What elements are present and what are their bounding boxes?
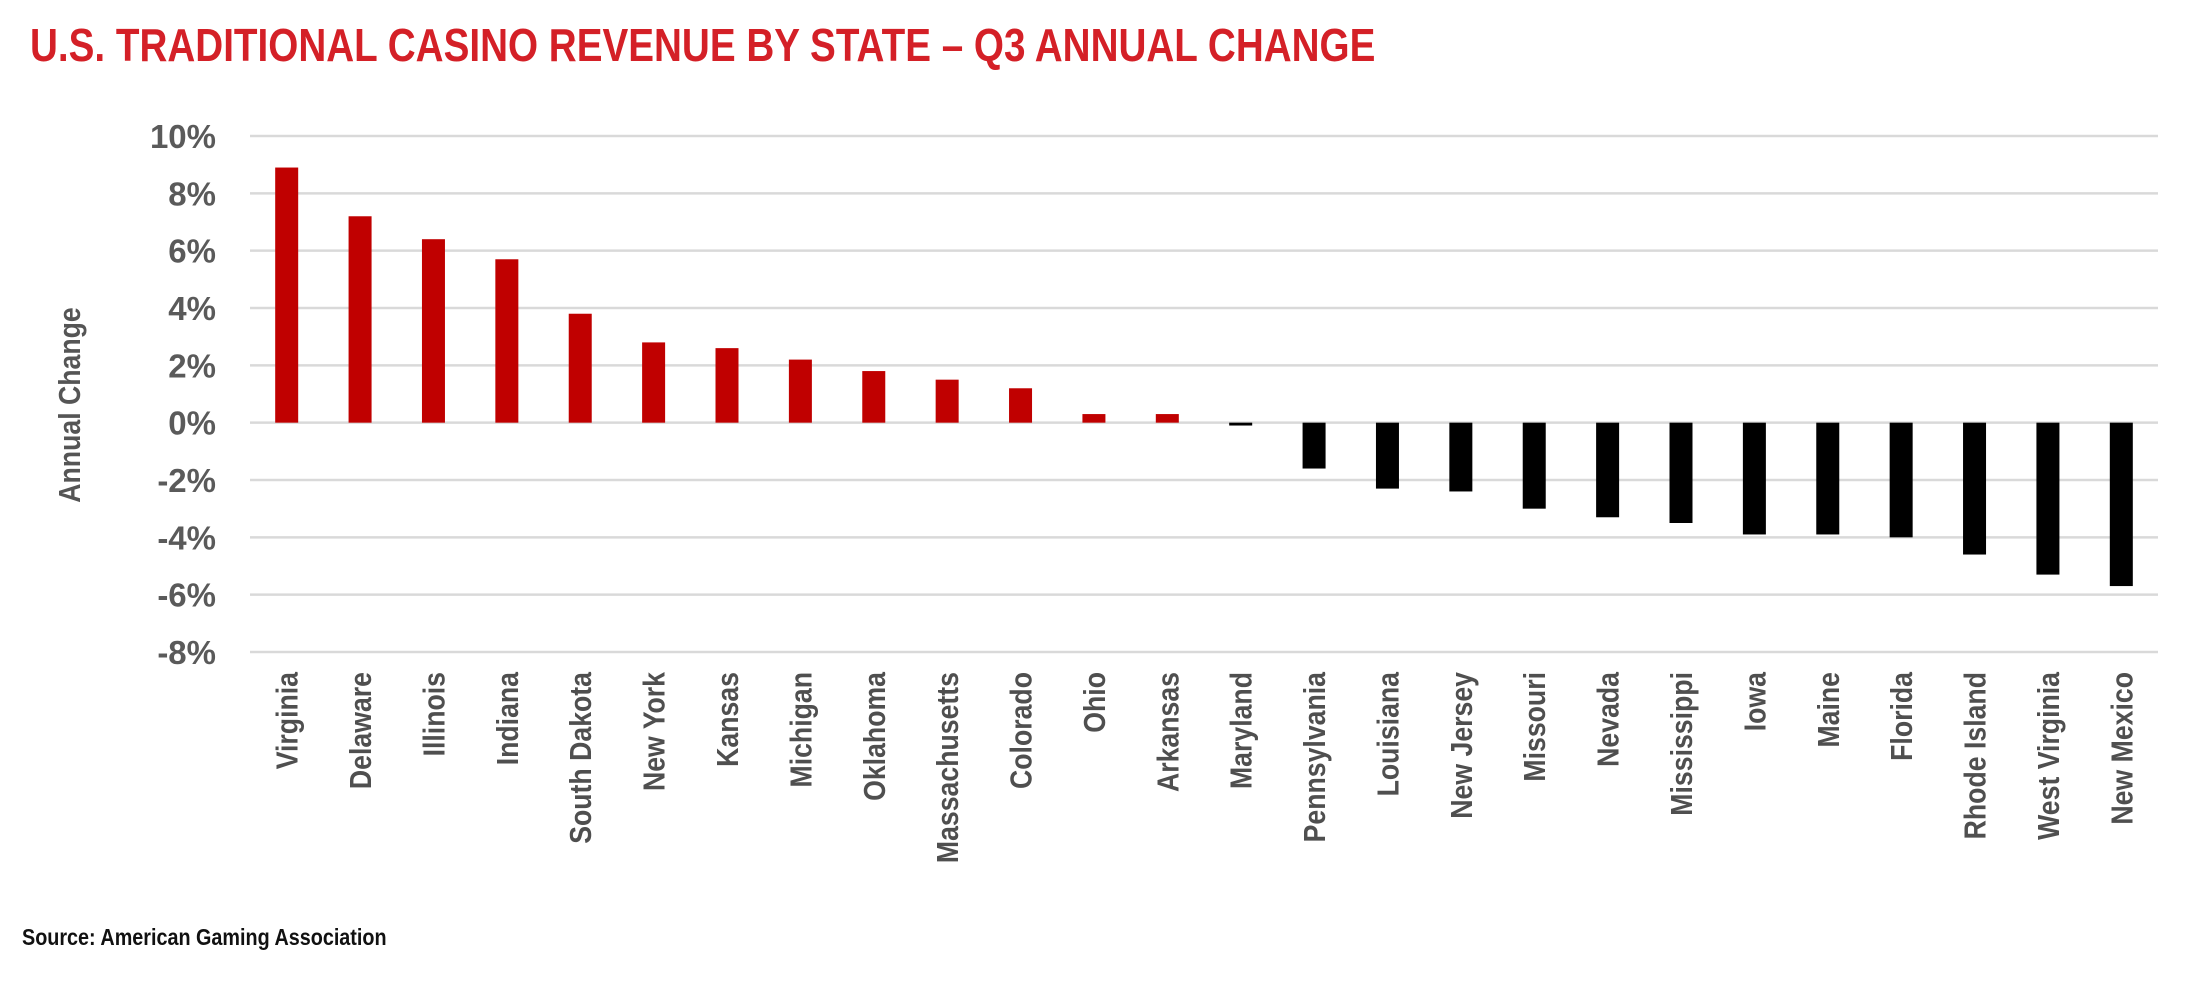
y-tick-label: -2%	[157, 462, 216, 499]
x-tick-label: New York	[638, 671, 672, 791]
x-tick-label: Oklahoma	[858, 671, 892, 801]
x-tick-label: Rhode Island	[1959, 672, 1993, 839]
bar-florida	[1889, 422, 1913, 538]
x-tick-label: Maine	[1812, 672, 1846, 748]
y-tick-label: 8%	[168, 175, 216, 212]
x-tick-label: Colorado	[1005, 672, 1039, 789]
y-tick-label: 2%	[168, 347, 216, 384]
bar-oklahoma	[862, 371, 886, 423]
x-tick-label: Arkansas	[1152, 672, 1186, 792]
bars	[275, 167, 2133, 587]
x-tick-label: South Dakota	[564, 671, 598, 844]
y-tick-label: 10%	[150, 118, 216, 155]
bar-iowa	[1742, 422, 1766, 535]
chart-title: U.S. TRADITIONAL CASINO REVENUE BY STATE…	[30, 19, 1376, 71]
x-tick-label: Nevada	[1592, 671, 1626, 767]
x-tick-label: Ohio	[1078, 672, 1112, 733]
source-note: Source: American Gaming Association	[22, 924, 387, 950]
bar-maryland	[1229, 422, 1253, 426]
x-tick-label: Kansas	[711, 672, 745, 767]
bar-nevada	[1596, 422, 1620, 518]
bar-south-dakota	[568, 313, 592, 423]
x-tick-label: Florida	[1885, 671, 1919, 761]
bar-new-jersey	[1449, 422, 1473, 492]
x-tick-label: Michigan	[785, 672, 819, 788]
x-tick-label: Pennsylvania	[1298, 671, 1332, 842]
x-tick-label: New Mexico	[2106, 672, 2140, 825]
bar-pennsylvania	[1302, 422, 1326, 469]
y-axis-ticks: 10% 8% 6% 4% 2% 0% -2% -4% -6% -8%	[150, 118, 216, 671]
x-tick-label: Mississippi	[1665, 672, 1699, 816]
x-tick-label: Missouri	[1518, 672, 1552, 782]
x-tick-label: Indiana	[491, 671, 525, 765]
bar-mississippi	[1669, 422, 1693, 523]
bar-ohio	[1082, 414, 1106, 423]
bar-rhode-island	[1963, 422, 1987, 555]
y-tick-label: 6%	[168, 233, 216, 270]
x-tick-label: Maryland	[1225, 672, 1259, 789]
bar-illinois	[421, 239, 445, 423]
x-tick-label: Louisiana	[1372, 671, 1406, 796]
bar-michigan	[788, 359, 812, 423]
bar-maine	[1816, 422, 1840, 535]
x-tick-label: New Jersey	[1445, 672, 1479, 819]
x-tick-label: Iowa	[1739, 671, 1773, 731]
x-tick-label: Massachusetts	[931, 672, 965, 863]
bar-new-york	[642, 342, 666, 423]
y-axis-title: Annual Change	[53, 307, 87, 502]
bar-west-virginia	[2036, 422, 2060, 575]
bar-colorado	[1009, 388, 1033, 423]
bar-massachusetts	[935, 379, 959, 423]
x-tick-label: West Virginia	[2032, 671, 2066, 840]
y-tick-label: 4%	[168, 290, 216, 327]
x-tick-label: Virginia	[271, 671, 305, 769]
y-tick-label: -4%	[157, 519, 216, 556]
bar-arkansas	[1155, 414, 1179, 423]
x-tick-label: Delaware	[344, 672, 378, 789]
bar-new-mexico	[2109, 422, 2133, 587]
bar-indiana	[495, 259, 519, 423]
y-tick-label: -6%	[157, 577, 216, 614]
x-tick-label: Illinois	[418, 672, 452, 756]
y-tick-label: 0%	[168, 405, 216, 442]
gridlines	[250, 134, 2158, 654]
bar-louisiana	[1375, 422, 1399, 489]
bar-virginia	[275, 167, 299, 423]
bar-kansas	[715, 348, 739, 423]
y-tick-label: -8%	[157, 634, 216, 671]
bar-missouri	[1522, 422, 1546, 509]
bar-delaware	[348, 216, 372, 423]
x-axis-labels: Virginia Delaware Illinois Indiana South Dak…	[271, 671, 2140, 863]
